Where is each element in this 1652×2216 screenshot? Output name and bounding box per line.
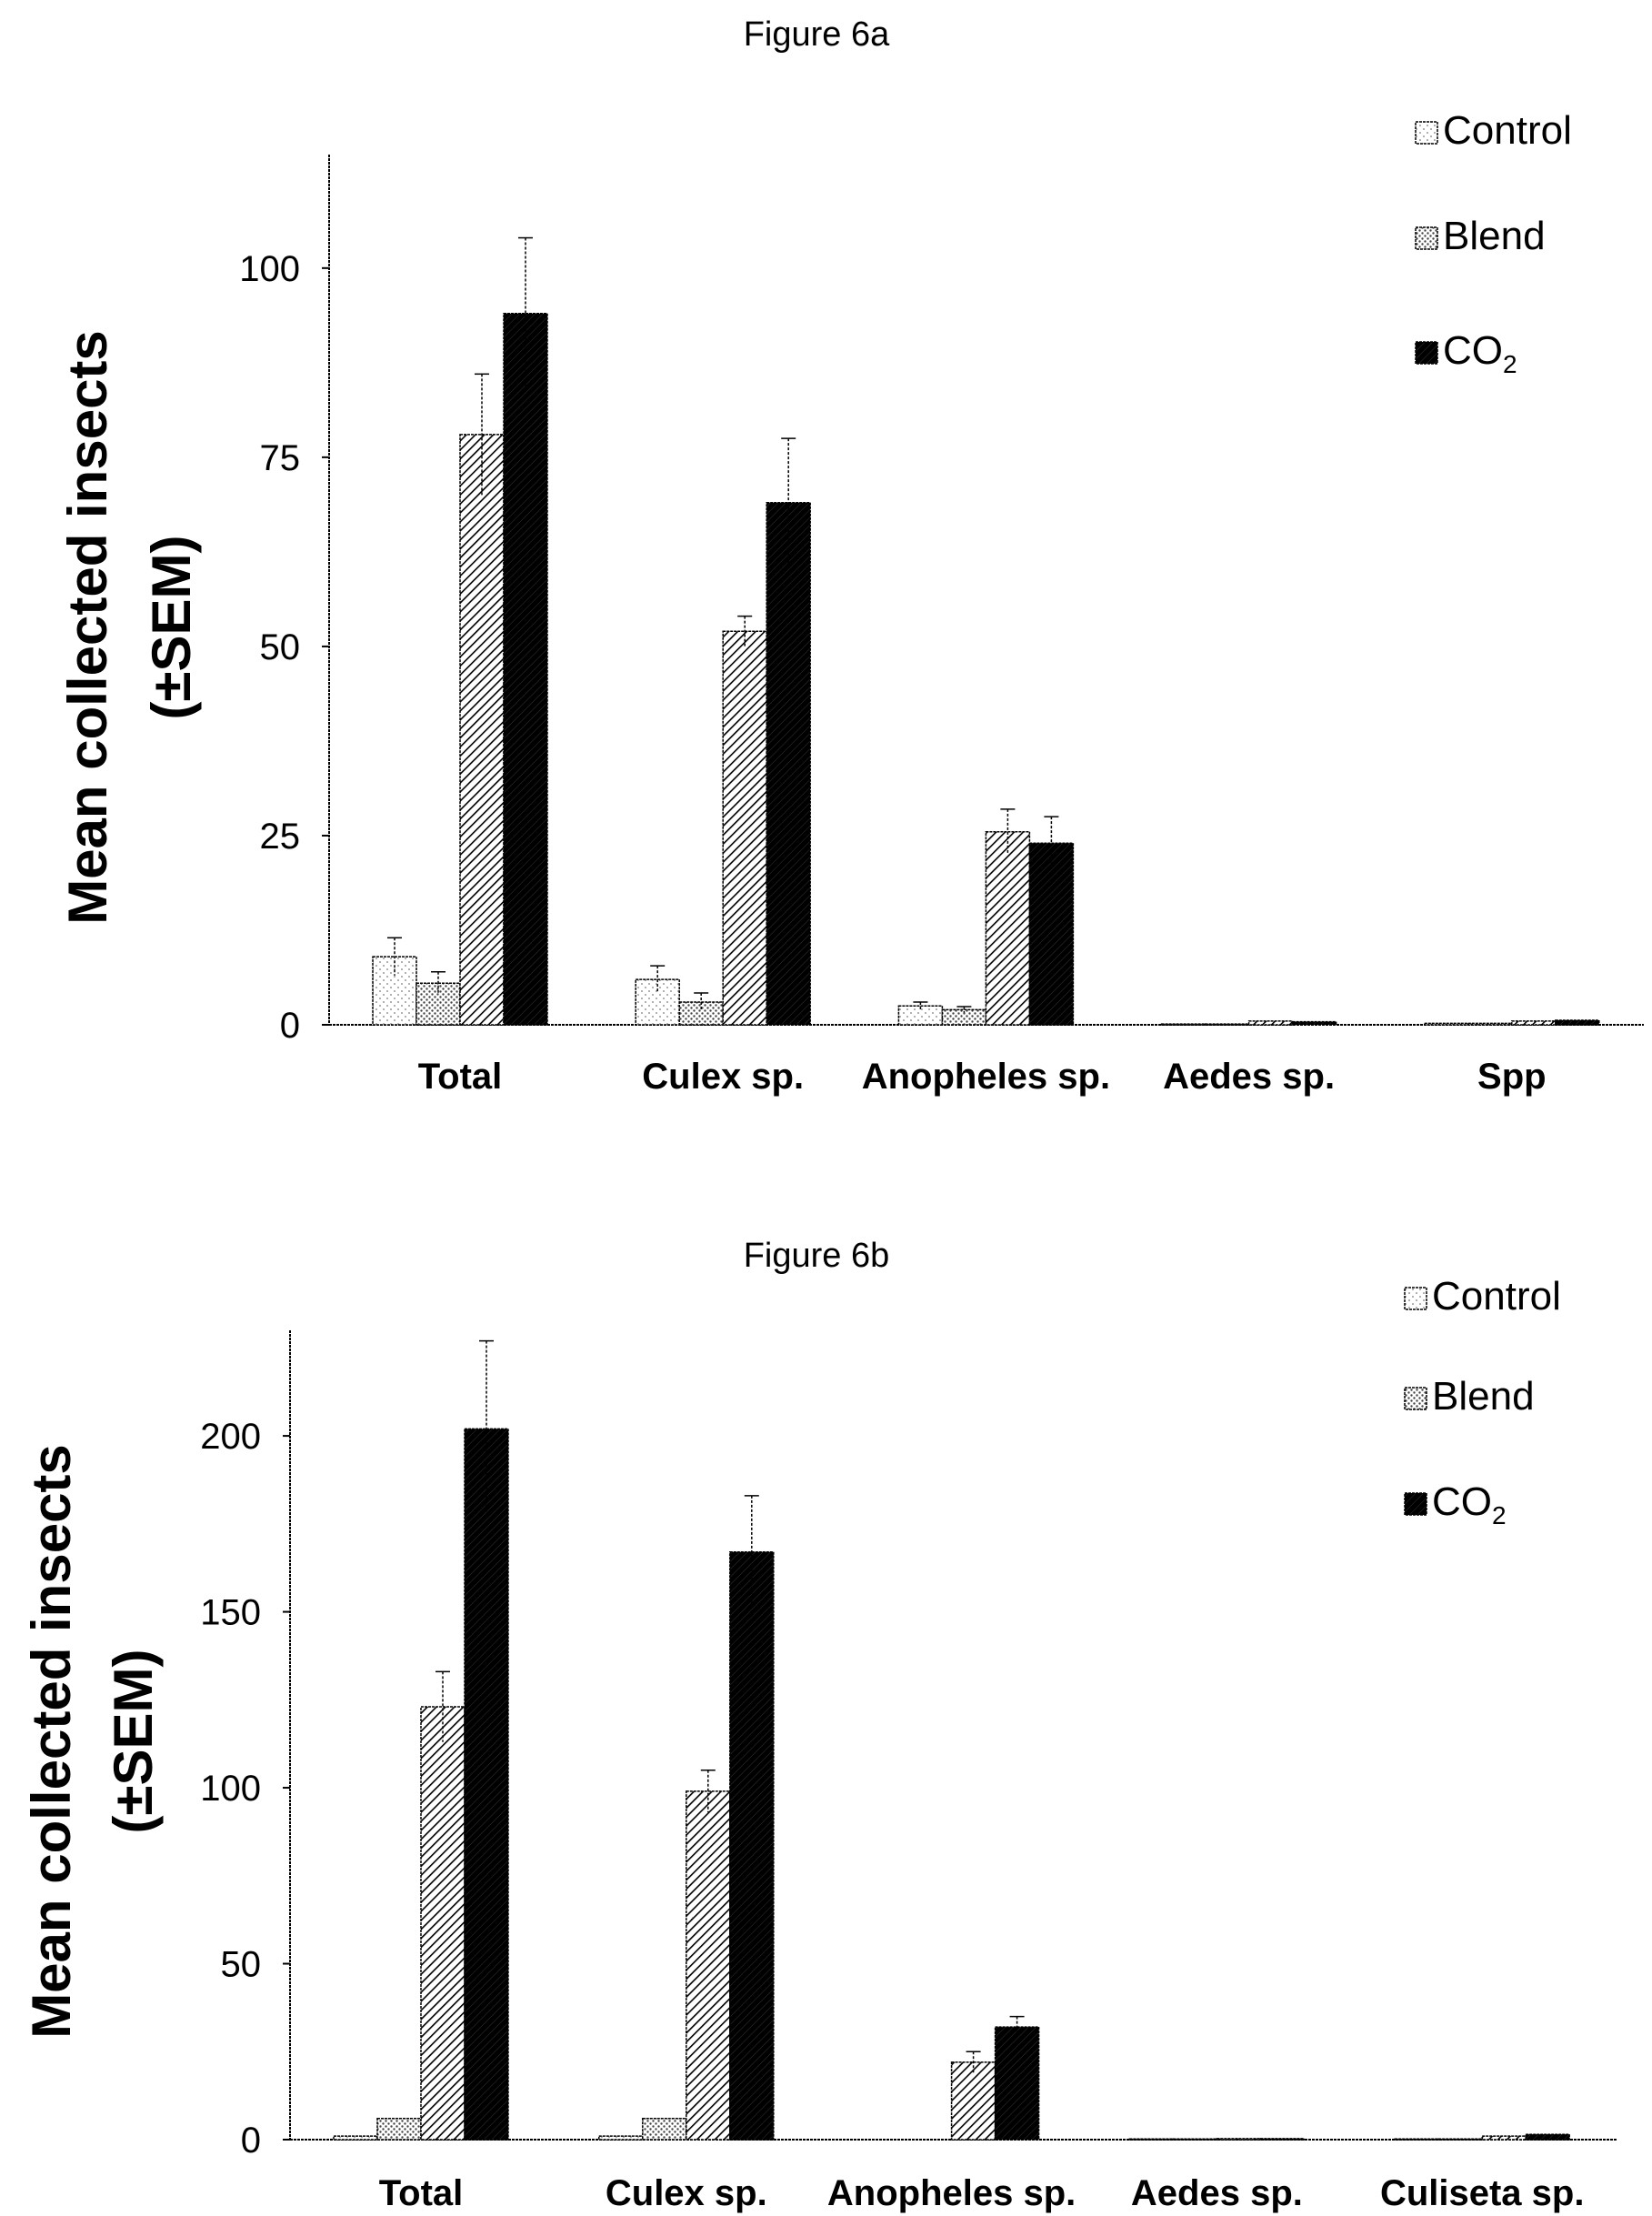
bar [1291, 1020, 1337, 1026]
x-category-label: Aedes sp. [1131, 2173, 1303, 2213]
bar [1247, 1020, 1294, 1026]
legend-swatch [1404, 1287, 1427, 1310]
y-axis-label-sem: (±SEM) [103, 1649, 164, 1834]
bar [1160, 1023, 1206, 1026]
bar [503, 313, 548, 1026]
legend-label: Control [1443, 108, 1572, 153]
chart-figure-6a: 0 25 50 75 100 Mean collected insects (±SEM) To… [57, 108, 1644, 1097]
bar [1172, 2138, 1218, 2141]
bar [686, 1790, 731, 2141]
x-category-label: Aedes sp. [1163, 1057, 1335, 1097]
y-tick-label: 200 [200, 1417, 261, 1457]
bar [1467, 1022, 1513, 1026]
x-category-label: Total [418, 1057, 503, 1097]
figure-6b-title: Figure 6b [744, 1237, 890, 1275]
bar [950, 2061, 996, 2141]
legend-label: CO2 [1432, 1479, 1507, 1529]
x-category-label: Spp [1477, 1057, 1547, 1097]
y-tick-label: 100 [200, 1769, 261, 1809]
y-tick-label: 25 [260, 817, 301, 857]
bar [642, 2118, 687, 2141]
legend-label: Blend [1443, 214, 1546, 258]
bar [1525, 2133, 1570, 2141]
bar [1204, 1023, 1250, 1026]
y-axis-label: Mean collected insects [21, 1444, 82, 2039]
bar [722, 630, 767, 1026]
legend-swatch [1415, 121, 1438, 145]
bar [1259, 2138, 1306, 2141]
bar [985, 831, 1031, 1026]
y-axis-label: Mean collected insects [57, 330, 118, 925]
bar [333, 2135, 378, 2141]
y-tick-label: 150 [200, 1593, 261, 1633]
bar [1424, 1022, 1469, 1026]
bar [416, 982, 461, 1026]
x-category-label: Anopheles sp. [827, 2173, 1076, 2213]
y-tick-label: 0 [280, 1006, 300, 1046]
bar [376, 2118, 422, 2141]
bar [994, 2026, 1040, 2141]
legend-label-subscript: 2 [1492, 1501, 1507, 1529]
legend-label: Control [1432, 1274, 1561, 1319]
bar [729, 1551, 775, 2141]
y-tick-label: 75 [260, 438, 301, 478]
bar [459, 434, 505, 1026]
bar [766, 502, 811, 1026]
chart-figure-6b: 0 50 100 150 200 Mean collected insects (±SEM)… [21, 1274, 1617, 2213]
bar [420, 1706, 466, 2141]
bar [1028, 842, 1075, 1026]
bar [635, 978, 680, 1026]
legend-label: CO2 [1443, 328, 1517, 378]
bar [1394, 2138, 1439, 2141]
x-category-label: Culex sp. [606, 2173, 767, 2213]
figure-6a-title: Figure 6a [744, 15, 890, 54]
x-category-label: Anopheles sp. [862, 1057, 1110, 1097]
bar [1437, 2138, 1483, 2141]
x-category-label: Total [379, 2173, 464, 2213]
bar [464, 1428, 509, 2141]
x-category-label: Culex sp. [642, 1057, 804, 1097]
legend-swatch [1404, 1492, 1427, 1516]
bar [1216, 2138, 1262, 2141]
bar [598, 2135, 644, 2141]
bar [1128, 2138, 1175, 2141]
y-tick-label: 0 [241, 2121, 261, 2161]
legend-label: Blend [1432, 1374, 1535, 1419]
y-tick-label: 100 [239, 249, 300, 289]
x-category-label: Culiseta sp. [1380, 2173, 1585, 2213]
y-tick-label: 50 [221, 1945, 262, 1985]
bar [1511, 1020, 1557, 1026]
y-tick-label: 50 [260, 627, 301, 667]
legend-swatch [1415, 341, 1438, 365]
y-axis-label-sem: (±SEM) [141, 536, 202, 720]
legend-label-subscript: 2 [1503, 350, 1517, 378]
legend-swatch [1404, 1387, 1427, 1410]
legend-swatch [1415, 226, 1438, 250]
bar [678, 1001, 724, 1026]
bar [1555, 1019, 1600, 1026]
bar [1481, 2135, 1527, 2141]
